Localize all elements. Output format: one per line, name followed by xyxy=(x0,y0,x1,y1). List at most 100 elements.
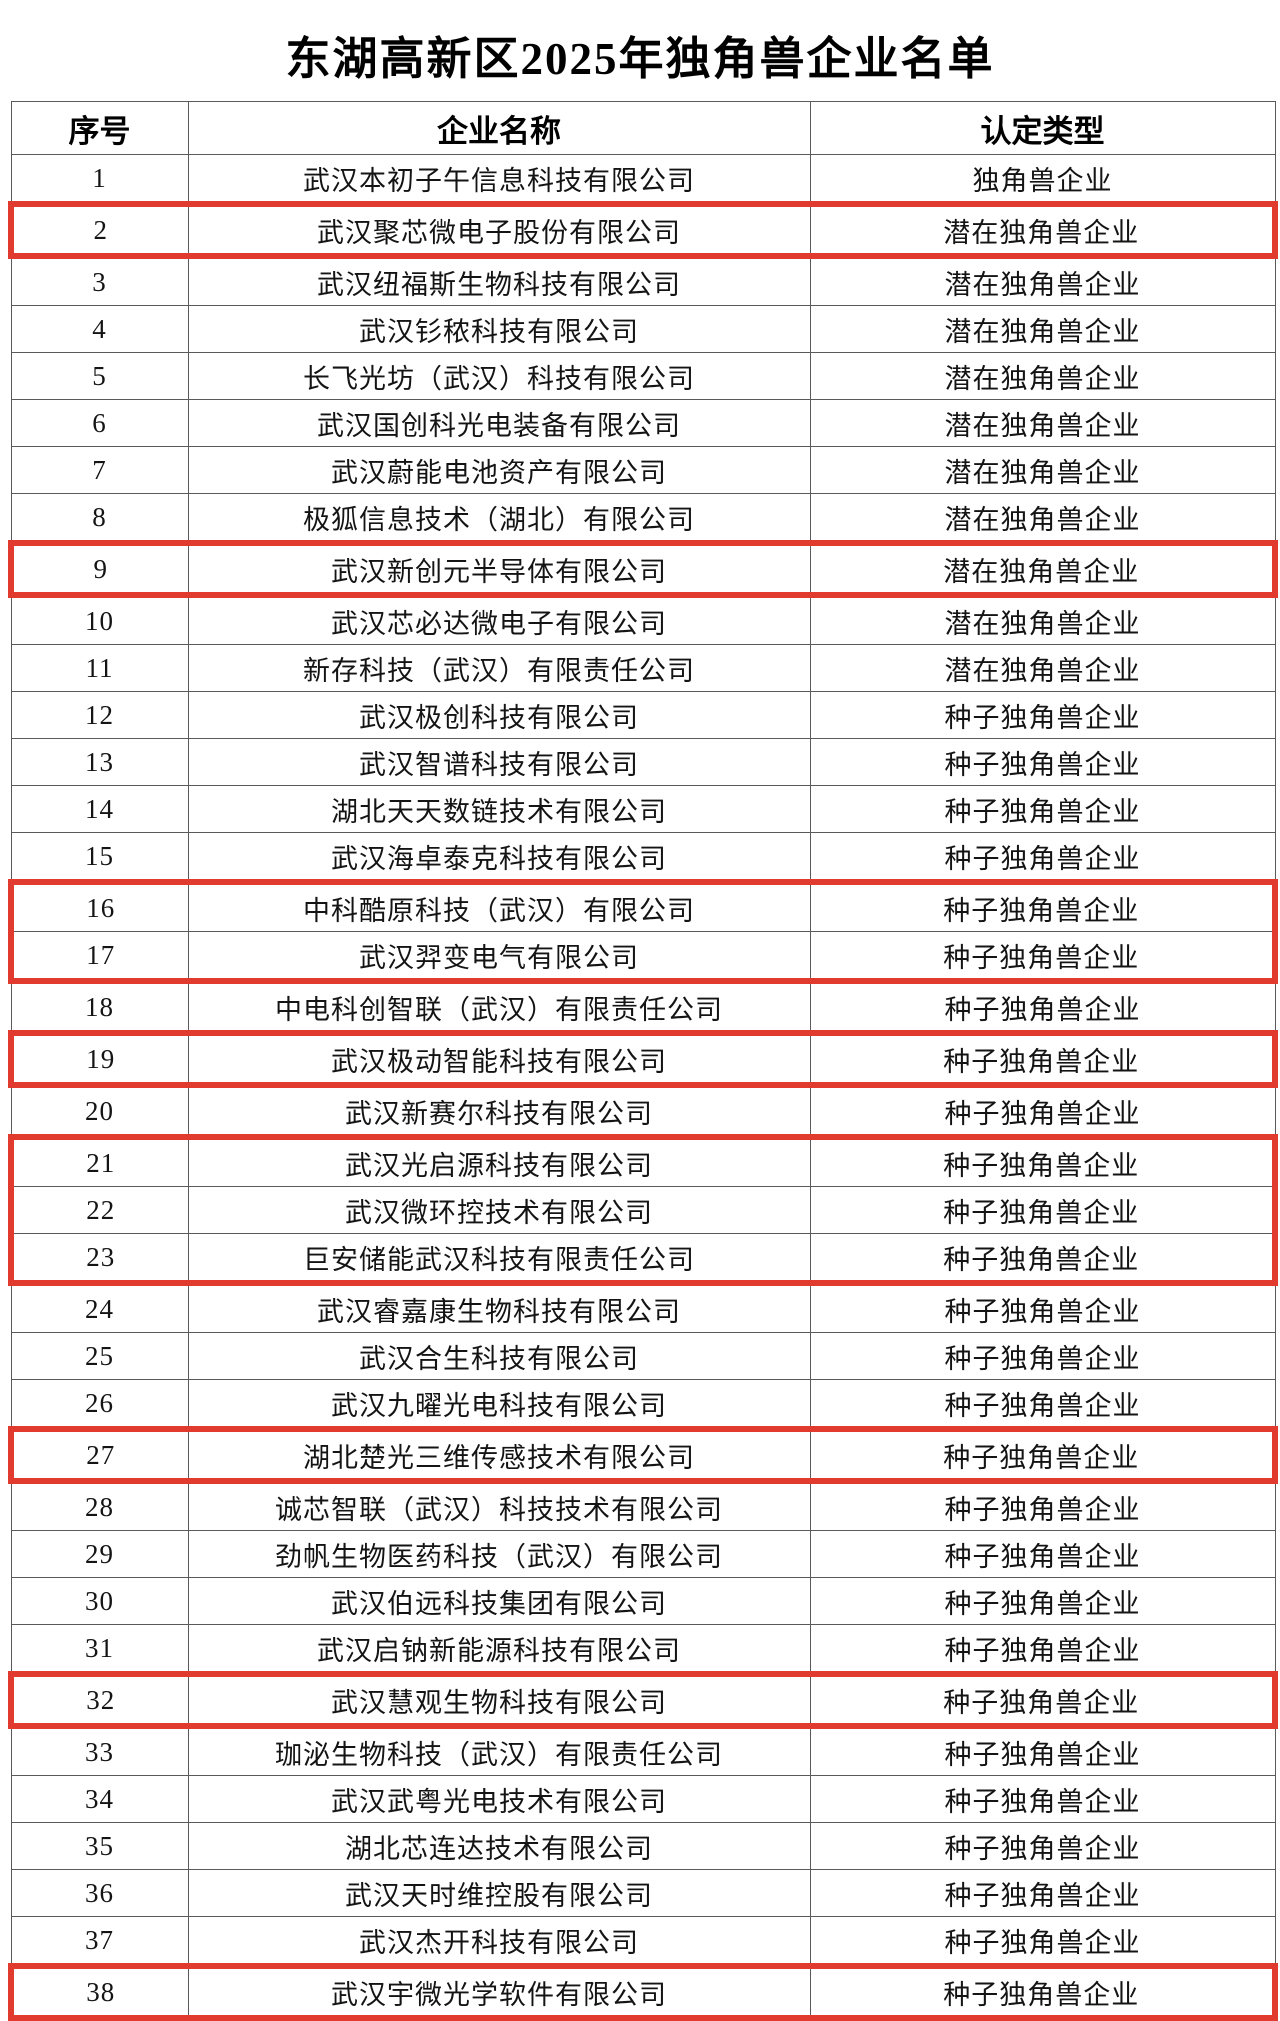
cell-type: 种子独角兽企业 xyxy=(809,1233,1278,1286)
cell-name: 新存科技（武汉）有限责任公司 xyxy=(187,644,811,692)
cell-type: 潜在独角兽企业 xyxy=(809,201,1278,259)
cell-name: 珈泌生物科技（武汉）有限责任公司 xyxy=(187,1725,811,1776)
table-row: 8 极狐信息技术（湖北）有限公司 潜在独角兽企业 xyxy=(10,493,1276,544)
cell-no: 7 xyxy=(10,446,189,494)
cell-no: 6 xyxy=(10,399,189,447)
table-row-highlighted: 27 湖北楚光三维传感技术有限公司 种子独角兽企业 xyxy=(8,1426,1278,1484)
cell-type: 种子独角兽企业 xyxy=(809,785,1276,833)
cell-no: 20 xyxy=(10,1084,189,1138)
table-row-highlighted: 2 武汉聚芯微电子股份有限公司 潜在独角兽企业 xyxy=(8,201,1278,259)
cell-no: 12 xyxy=(10,691,189,739)
cell-name: 武汉启钠新能源科技有限公司 xyxy=(187,1624,811,1675)
cell-no: 33 xyxy=(10,1725,189,1776)
cell-name: 武汉新创元半导体有限公司 xyxy=(187,540,811,598)
cell-name: 武汉聚芯微电子股份有限公司 xyxy=(187,201,811,259)
cell-type: 种子独角兽企业 xyxy=(809,1671,1278,1729)
cell-name: 武汉芯必达微电子有限公司 xyxy=(187,594,811,645)
cell-no: 28 xyxy=(10,1480,189,1531)
cell-type: 潜在独角兽企业 xyxy=(809,493,1276,544)
cell-type: 种子独角兽企业 xyxy=(809,1332,1276,1380)
cell-type: 种子独角兽企业 xyxy=(809,1426,1278,1484)
table-row: 28 诚芯智联（武汉）科技技术有限公司 种子独角兽企业 xyxy=(10,1480,1276,1531)
header-cell-no: 序号 xyxy=(10,101,189,155)
cell-no: 27 xyxy=(8,1426,189,1484)
table-row: 11 新存科技（武汉）有限责任公司 潜在独角兽企业 xyxy=(10,644,1276,692)
table-row: 20 武汉新赛尔科技有限公司 种子独角兽企业 xyxy=(10,1084,1276,1138)
cell-no: 34 xyxy=(10,1775,189,1823)
cell-name: 湖北天天数链技术有限公司 xyxy=(187,785,811,833)
cell-no: 30 xyxy=(10,1577,189,1625)
page-title: 东湖高新区2025年独角兽企业名单 xyxy=(285,34,995,84)
cell-name: 武汉国创科光电装备有限公司 xyxy=(187,399,811,447)
cell-type: 种子独角兽企业 xyxy=(809,1869,1276,1917)
table-row: 34 武汉武粤光电技术有限公司 种子独角兽企业 xyxy=(10,1775,1276,1823)
cell-type: 种子独角兽企业 xyxy=(809,931,1278,984)
cell-type: 种子独角兽企业 xyxy=(809,1916,1276,1967)
cell-name: 武汉伯远科技集团有限公司 xyxy=(187,1577,811,1625)
table-row: 31 武汉启钠新能源科技有限公司 种子独角兽企业 xyxy=(10,1624,1276,1675)
cell-no: 10 xyxy=(10,594,189,645)
cell-no: 11 xyxy=(10,644,189,692)
table-header: 序号 企业名称 认定类型 xyxy=(10,101,1276,155)
cell-name: 武汉慧观生物科技有限公司 xyxy=(187,1671,811,1729)
cell-no: 9 xyxy=(8,540,189,598)
cell-no: 14 xyxy=(10,785,189,833)
cell-name: 湖北楚光三维传感技术有限公司 xyxy=(187,1426,811,1484)
cell-type: 种子独角兽企业 xyxy=(809,980,1276,1034)
cell-type: 种子独角兽企业 xyxy=(809,1624,1276,1675)
cell-name: 武汉本初子午信息科技有限公司 xyxy=(187,154,811,205)
cell-no: 29 xyxy=(10,1530,189,1578)
cell-no: 32 xyxy=(8,1671,189,1729)
cell-type: 种子独角兽企业 xyxy=(809,1480,1276,1531)
cell-no: 17 xyxy=(8,931,189,984)
cell-no: 18 xyxy=(10,980,189,1034)
cell-type: 种子独角兽企业 xyxy=(809,1963,1278,2021)
cell-no: 21 xyxy=(8,1134,189,1187)
cell-type: 潜在独角兽企业 xyxy=(809,540,1278,598)
cell-name: 武汉睿嘉康生物科技有限公司 xyxy=(187,1282,811,1333)
cell-type: 潜在独角兽企业 xyxy=(809,399,1276,447)
cell-no: 15 xyxy=(10,832,189,883)
cell-name: 武汉极动智能科技有限公司 xyxy=(187,1030,811,1088)
cell-type: 种子独角兽企业 xyxy=(809,1725,1276,1776)
cell-no: 25 xyxy=(10,1332,189,1380)
table-row: 14 湖北天天数链技术有限公司 种子独角兽企业 xyxy=(10,785,1276,833)
cell-name: 武汉智谱科技有限公司 xyxy=(187,738,811,786)
table-row-highlighted: 22 武汉微环控技术有限公司 种子独角兽企业 xyxy=(8,1186,1278,1234)
cell-name: 武汉极创科技有限公司 xyxy=(187,691,811,739)
cell-type: 种子独角兽企业 xyxy=(809,1530,1276,1578)
table-row: 10 武汉芯必达微电子有限公司 潜在独角兽企业 xyxy=(10,594,1276,645)
cell-type: 潜在独角兽企业 xyxy=(809,446,1276,494)
cell-name: 长飞光坊（武汉）科技有限公司 xyxy=(187,352,811,400)
table-row: 3 武汉纽福斯生物科技有限公司 潜在独角兽企业 xyxy=(10,255,1276,306)
table-row-highlighted: 23 巨安储能武汉科技有限责任公司 种子独角兽企业 xyxy=(8,1233,1278,1286)
table-row: 25 武汉合生科技有限公司 种子独角兽企业 xyxy=(10,1332,1276,1380)
table-row-highlighted: 38 武汉宇微光学软件有限公司 种子独角兽企业 xyxy=(8,1963,1278,2021)
table-row: 36 武汉天时维控股有限公司 种子独角兽企业 xyxy=(10,1869,1276,1917)
cell-no: 13 xyxy=(10,738,189,786)
cell-name: 武汉纽福斯生物科技有限公司 xyxy=(187,255,811,306)
cell-name: 武汉海卓泰克科技有限公司 xyxy=(187,832,811,883)
cell-name: 武汉武粤光电技术有限公司 xyxy=(187,1775,811,1823)
table-row: 18 中电科创智联（武汉）有限责任公司 种子独角兽企业 xyxy=(10,980,1276,1034)
cell-type: 种子独角兽企业 xyxy=(809,1030,1278,1088)
cell-type: 种子独角兽企业 xyxy=(809,1379,1276,1430)
cell-type: 潜在独角兽企业 xyxy=(809,644,1276,692)
cell-no: 3 xyxy=(10,255,189,306)
cell-name: 武汉光启源科技有限公司 xyxy=(187,1134,811,1187)
cell-no: 26 xyxy=(10,1379,189,1430)
cell-no: 8 xyxy=(10,493,189,544)
cell-no: 22 xyxy=(8,1186,189,1234)
cell-no: 16 xyxy=(8,879,189,932)
table-row-highlighted: 17 武汉羿变电气有限公司 种子独角兽企业 xyxy=(8,931,1278,984)
table-row: 12 武汉极创科技有限公司 种子独角兽企业 xyxy=(10,691,1276,739)
cell-no: 5 xyxy=(10,352,189,400)
table-row: 5 长飞光坊（武汉）科技有限公司 潜在独角兽企业 xyxy=(10,352,1276,400)
cell-name: 武汉天时维控股有限公司 xyxy=(187,1869,811,1917)
cell-name: 武汉钐秾科技有限公司 xyxy=(187,305,811,353)
table-row-highlighted: 21 武汉光启源科技有限公司 种子独角兽企业 xyxy=(8,1134,1278,1187)
cell-name: 武汉合生科技有限公司 xyxy=(187,1332,811,1380)
table-row: 4 武汉钐秾科技有限公司 潜在独角兽企业 xyxy=(10,305,1276,353)
table-row: 6 武汉国创科光电装备有限公司 潜在独角兽企业 xyxy=(10,399,1276,447)
cell-type: 种子独角兽企业 xyxy=(809,738,1276,786)
